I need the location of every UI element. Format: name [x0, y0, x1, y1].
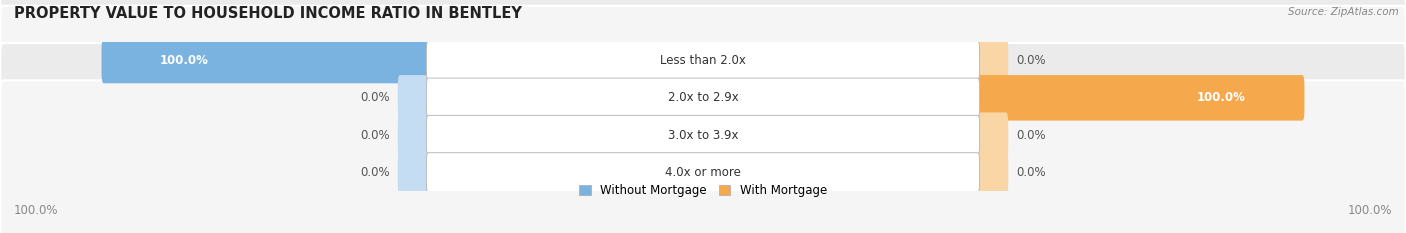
Text: 100.0%: 100.0%	[1197, 91, 1246, 104]
FancyBboxPatch shape	[426, 78, 980, 118]
Text: 100.0%: 100.0%	[1347, 204, 1392, 217]
FancyBboxPatch shape	[0, 0, 1406, 153]
Legend: Without Mortgage, With Mortgage: Without Mortgage, With Mortgage	[579, 184, 827, 197]
FancyBboxPatch shape	[0, 43, 1406, 227]
Text: 100.0%: 100.0%	[160, 54, 209, 67]
FancyBboxPatch shape	[426, 41, 980, 80]
FancyBboxPatch shape	[398, 150, 429, 195]
Text: 2.0x to 2.9x: 2.0x to 2.9x	[668, 91, 738, 104]
FancyBboxPatch shape	[0, 80, 1406, 233]
Text: PROPERTY VALUE TO HOUSEHOLD INCOME RATIO IN BENTLEY: PROPERTY VALUE TO HOUSEHOLD INCOME RATIO…	[14, 7, 522, 21]
FancyBboxPatch shape	[426, 115, 980, 155]
Text: 100.0%: 100.0%	[14, 204, 59, 217]
Text: 0.0%: 0.0%	[360, 166, 389, 179]
FancyBboxPatch shape	[977, 150, 1008, 195]
Text: Source: ZipAtlas.com: Source: ZipAtlas.com	[1288, 7, 1399, 17]
FancyBboxPatch shape	[977, 75, 1305, 121]
Text: 0.0%: 0.0%	[360, 129, 389, 142]
FancyBboxPatch shape	[398, 75, 429, 121]
FancyBboxPatch shape	[977, 112, 1008, 158]
Text: 0.0%: 0.0%	[360, 91, 389, 104]
Text: 0.0%: 0.0%	[1017, 54, 1046, 67]
Text: 0.0%: 0.0%	[1017, 166, 1046, 179]
FancyBboxPatch shape	[426, 153, 980, 192]
FancyBboxPatch shape	[977, 38, 1008, 83]
FancyBboxPatch shape	[398, 112, 429, 158]
FancyBboxPatch shape	[101, 38, 429, 83]
Text: 0.0%: 0.0%	[1017, 129, 1046, 142]
FancyBboxPatch shape	[0, 6, 1406, 190]
Text: 3.0x to 3.9x: 3.0x to 3.9x	[668, 129, 738, 142]
Text: 4.0x or more: 4.0x or more	[665, 166, 741, 179]
Text: Less than 2.0x: Less than 2.0x	[659, 54, 747, 67]
